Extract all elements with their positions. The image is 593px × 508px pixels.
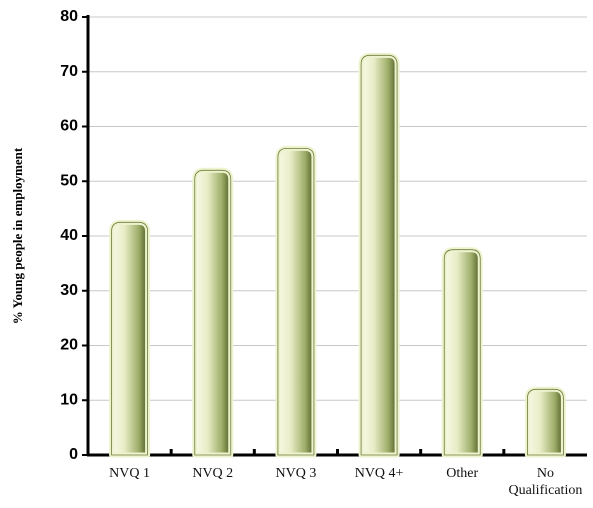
x-tick-label: NVQ 4+: [354, 466, 404, 481]
bar-edge: [194, 169, 232, 456]
y-tick-label: 20: [60, 337, 78, 354]
y-tick-label: 30: [60, 282, 78, 299]
y-axis-label: % Young people in employment: [10, 147, 25, 324]
y-tick-label: 70: [60, 63, 78, 80]
bar: [524, 386, 566, 458]
bar: [192, 167, 234, 458]
bar: [109, 219, 151, 458]
y-tick-label: 60: [60, 118, 78, 135]
bar-edge: [527, 388, 564, 456]
y-tick-label: 0: [69, 446, 78, 463]
x-tick-label: NVQ 3: [275, 466, 317, 481]
bar-edge: [360, 54, 398, 456]
x-tick-label: NVQ 1: [109, 466, 150, 481]
y-tick-label: 10: [60, 391, 78, 408]
bar: [441, 247, 483, 458]
x-tick-label: Other: [446, 466, 479, 481]
x-tick-label: NVQ 2: [192, 466, 234, 481]
bar: [358, 52, 400, 458]
bar-edge: [111, 221, 148, 456]
x-tick-label: No Qualification: [508, 466, 583, 498]
y-tick-label: 50: [60, 172, 78, 189]
bar-edge: [443, 249, 481, 456]
bar: [275, 145, 317, 458]
y-tick-label: 80: [60, 8, 78, 25]
bar-edge: [277, 148, 315, 456]
y-tick-label: 40: [60, 227, 78, 244]
